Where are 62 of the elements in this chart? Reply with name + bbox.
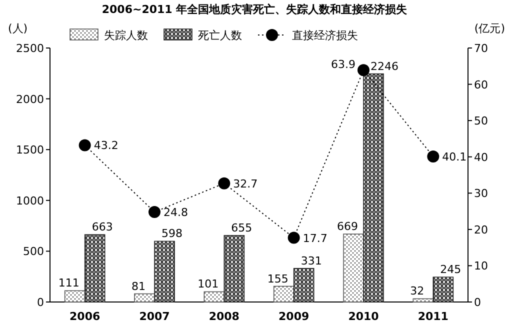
legend-label: 直接经济损失 <box>292 29 358 42</box>
data-label: 32.7 <box>233 177 258 190</box>
data-label: 17.7 <box>302 232 328 245</box>
y-axis-title: (人) <box>8 22 28 35</box>
bar <box>273 286 294 302</box>
chart-title: 2006~2011 年全国地质灾害死亡、失踪人数和直接经济损失 <box>102 3 408 16</box>
data-label: 598 <box>162 227 182 240</box>
point <box>218 177 230 190</box>
y2-tick-label: 0 <box>474 296 481 309</box>
point <box>148 206 160 218</box>
x-tick-label: 2006 <box>70 310 100 323</box>
x-tick-label: 2011 <box>418 310 448 323</box>
y-tick-label: 1500 <box>16 144 44 157</box>
data-label: 40.1 <box>442 150 467 164</box>
x-tick-label: 2009 <box>278 310 310 323</box>
y2-tick-label: 40 <box>474 150 488 164</box>
y2-tick-label: 10 <box>474 260 488 273</box>
bar <box>224 235 245 302</box>
y-tick-label: 500 <box>23 245 44 258</box>
y2-tick-label: 50 <box>474 114 488 128</box>
point <box>427 150 440 162</box>
data-label: 155 <box>267 272 288 286</box>
bar <box>293 268 314 302</box>
bar <box>363 73 384 302</box>
bar <box>134 293 155 302</box>
point <box>78 139 91 152</box>
data-label: 245 <box>440 263 462 276</box>
bar <box>412 298 434 302</box>
data-label: 111 <box>58 276 80 290</box>
y2-tick-label: 20 <box>474 223 488 236</box>
data-label: 43.2 <box>94 139 118 152</box>
data-label: 81 <box>132 280 146 293</box>
bar <box>204 291 225 302</box>
y-tick-label: 2000 <box>16 92 44 106</box>
data-label: 32 <box>410 284 424 298</box>
point <box>288 232 300 244</box>
y2-tick-label: 70 <box>474 42 488 55</box>
bar <box>154 240 175 302</box>
bar <box>64 290 86 302</box>
data-label: 663 <box>92 220 113 234</box>
data-label: 63.9 <box>331 58 356 72</box>
y-tick-label: 1000 <box>16 194 44 208</box>
data-label: 331 <box>300 254 322 268</box>
x-tick-label: 2008 <box>208 310 240 323</box>
data-label: 2246 <box>370 60 398 73</box>
y2-tick-label: 30 <box>474 187 488 200</box>
data-label: 655 <box>231 221 252 234</box>
data-label: 24.8 <box>164 206 188 220</box>
data-label: 669 <box>337 220 358 234</box>
y2-tick-label: 60 <box>474 78 488 92</box>
legend-label: 死亡人数 <box>198 29 242 42</box>
bar <box>84 234 106 302</box>
point <box>358 64 370 76</box>
y-tick-label: 0 <box>37 296 44 309</box>
legend-label: 失踪人数 <box>104 29 148 42</box>
bar <box>343 234 364 302</box>
bar <box>432 276 454 302</box>
y-tick-label: 2500 <box>16 42 44 55</box>
x-tick-label: 2007 <box>139 310 170 323</box>
y2-axis-title: (亿元) <box>474 22 505 35</box>
x-tick-label: 2010 <box>348 310 380 323</box>
data-label: 101 <box>198 278 219 291</box>
